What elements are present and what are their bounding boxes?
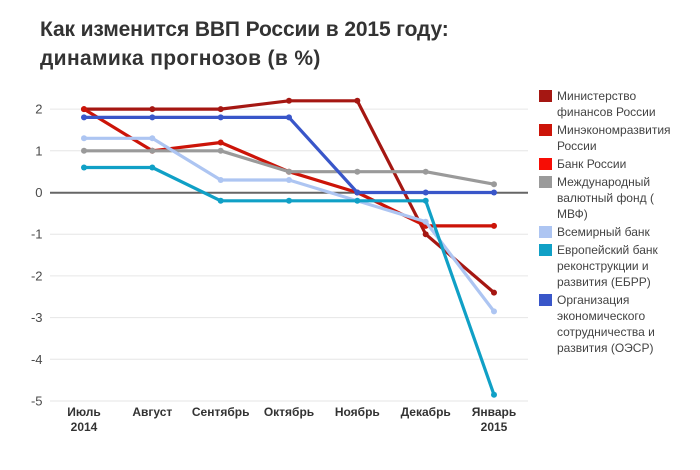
svg-text:2015: 2015 <box>481 420 508 434</box>
svg-text:2: 2 <box>35 102 42 117</box>
svg-text:-3: -3 <box>31 310 43 325</box>
svg-text:-4: -4 <box>31 352 43 367</box>
svg-text:-1: -1 <box>31 227 43 242</box>
svg-text:Ноябрь: Ноябрь <box>335 405 380 419</box>
svg-text:0: 0 <box>35 185 42 200</box>
svg-text:Декабрь: Декабрь <box>401 405 451 419</box>
svg-text:1: 1 <box>35 143 42 158</box>
svg-text:Июль: Июль <box>67 405 101 419</box>
svg-text:Сентябрь: Сентябрь <box>192 405 250 419</box>
svg-text:-5: -5 <box>31 394 43 409</box>
svg-text:Январь: Январь <box>472 405 516 419</box>
svg-text:2014: 2014 <box>71 420 98 434</box>
svg-text:Октябрь: Октябрь <box>264 405 314 419</box>
svg-text:-2: -2 <box>31 268 43 283</box>
svg-text:Август: Август <box>132 405 172 419</box>
